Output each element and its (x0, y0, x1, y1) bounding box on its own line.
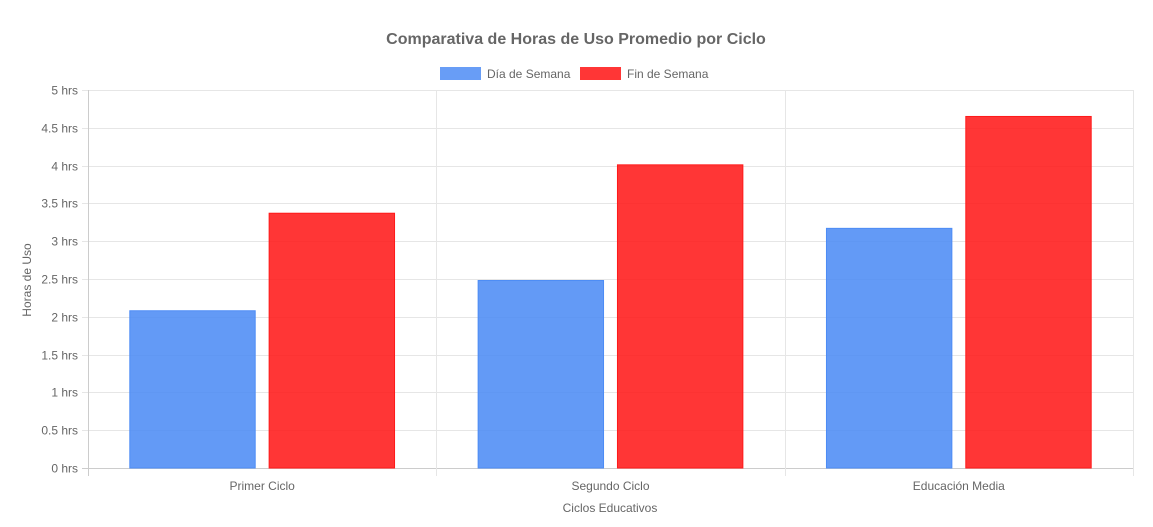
bar-0-0[interactable] (129, 310, 256, 469)
legend: Día de Semana Fin de Semana (440, 67, 709, 81)
legend-item-weekday[interactable]: Día de Semana (440, 67, 571, 81)
x-tick-label: Educación Media (913, 479, 1005, 493)
bar-1-0[interactable] (477, 280, 605, 469)
y-tick-label: 1 hrs (51, 386, 78, 400)
y-tick-label: 4.5 hrs (41, 122, 78, 136)
bar-0-1[interactable] (268, 212, 396, 469)
y-tick-label: 2.5 hrs (41, 273, 78, 287)
legend-swatch-weekend (580, 67, 621, 80)
y-tick-label: 4 hrs (51, 160, 78, 174)
y-tick-label: 3 hrs (51, 235, 78, 249)
y-tick-label: 2 hrs (51, 311, 78, 325)
x-tick-label: Primer Ciclo (229, 479, 295, 493)
x-tick-label: Segundo Ciclo (571, 479, 649, 493)
y-tick-label: 0 hrs (51, 462, 78, 476)
y-axis-title: Horas de Uso (20, 243, 34, 317)
chart-title: Comparativa de Horas de Uso Promedio por… (386, 31, 766, 48)
bar-2-0[interactable] (825, 227, 953, 469)
legend-swatch-weekday (440, 67, 481, 80)
y-tick-label: 3.5 hrs (41, 197, 78, 211)
legend-item-weekend[interactable]: Fin de Semana (580, 67, 709, 81)
bar-2-1[interactable] (965, 115, 1092, 469)
legend-label-weekday: Día de Semana (487, 67, 571, 81)
x-axis-title: Ciclos Educativos (563, 501, 658, 515)
x-axis-ticks: Primer Ciclo Segundo Ciclo Educación Media (229, 479, 1005, 493)
legend-label-weekend: Fin de Semana (627, 67, 709, 81)
y-tick-label: 1.5 hrs (41, 349, 78, 363)
y-tick-label: 0.5 hrs (41, 424, 78, 438)
bars (129, 115, 1092, 469)
y-axis-ticks: 0 hrs 0.5 hrs 1 hrs 1.5 hrs 2 hrs 2.5 hrs 3 hr… (41, 84, 78, 476)
bar-1-1[interactable] (616, 164, 744, 469)
grid (82, 90, 1134, 476)
y-tick-label: 5 hrs (51, 84, 78, 98)
